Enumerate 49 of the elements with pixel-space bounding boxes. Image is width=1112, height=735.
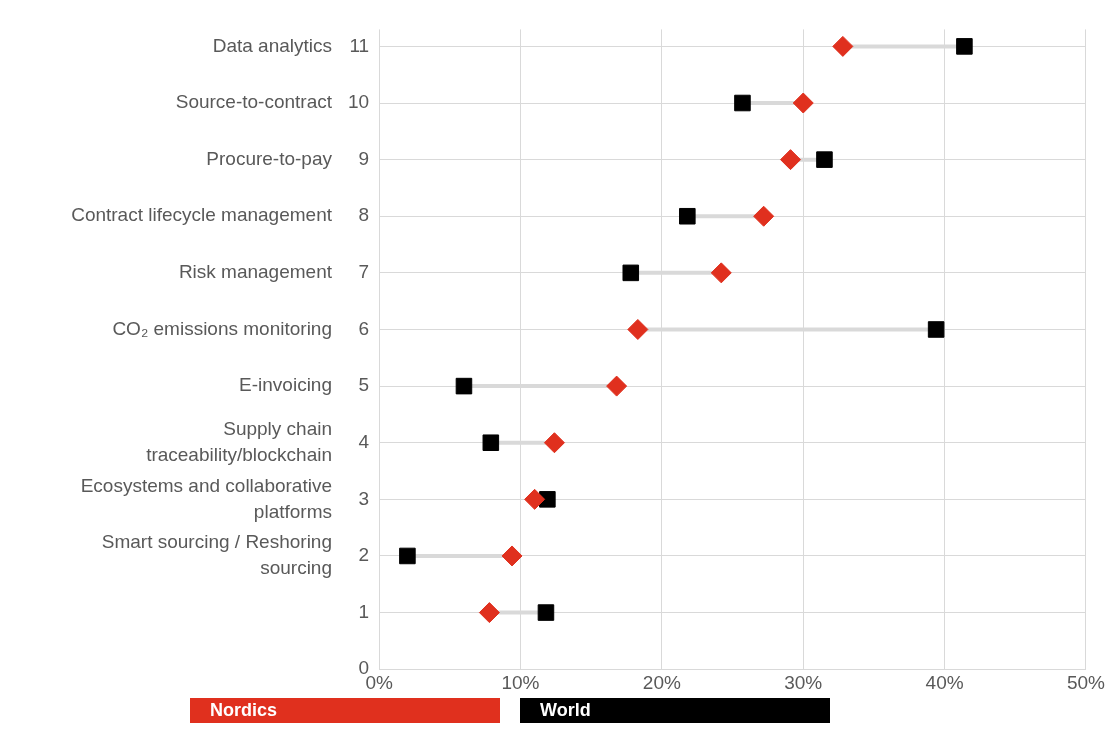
y-tick-label: 8 (358, 204, 370, 226)
y-tick-label: 1 (358, 600, 370, 622)
point (399, 547, 416, 565)
text: Nordics (190, 698, 500, 723)
text: Smart sourcing / Reshoring sourcing (101, 531, 332, 579)
point (627, 318, 649, 340)
text: Contract lifecycle management (71, 204, 333, 226)
y-tick-label: 2 (358, 544, 370, 566)
y-tick-label: 6 (358, 317, 370, 339)
point (455, 377, 473, 395)
x-tick-label: 10% (501, 671, 540, 693)
text: Data analytics (212, 34, 332, 56)
point (622, 264, 640, 282)
point (478, 602, 500, 624)
point (956, 38, 973, 55)
point (832, 35, 854, 57)
y-tick-label: 5 (358, 374, 370, 396)
point (734, 94, 751, 112)
text: Supply chain traceability/blockchain (146, 417, 332, 465)
text: Ecosystems and collaborative platforms (80, 474, 332, 522)
x-tick-label: 30% (784, 671, 823, 693)
text: CO₂ emissions monitoring (112, 317, 332, 339)
point (543, 432, 565, 454)
point (710, 262, 732, 284)
x-tick-label: 20% (642, 671, 681, 693)
y-tick-label: 10 (347, 91, 370, 113)
point (524, 488, 546, 510)
y-tick-label: 3 (358, 487, 370, 509)
point (679, 207, 696, 225)
text: Risk management (178, 261, 333, 283)
point (753, 205, 775, 227)
point (816, 151, 833, 168)
x-tick-label: 50% (1066, 671, 1106, 693)
point (792, 92, 814, 114)
point (927, 321, 945, 338)
y-tick-label: 7 (358, 261, 370, 283)
point (482, 434, 500, 451)
source-note: Source-to-contract (175, 91, 333, 113)
point (501, 545, 523, 567)
text: Procure-to-pay (206, 147, 333, 169)
point (537, 604, 555, 621)
x-tick-label: 40% (925, 671, 964, 693)
point (606, 375, 628, 397)
text: World (520, 698, 830, 723)
text: E-invoicing (239, 374, 332, 396)
y-tick-label: 9 (358, 147, 370, 169)
y-tick-label: 4 (358, 430, 370, 452)
point (780, 149, 802, 171)
y-tick-label: 11 (349, 34, 370, 56)
